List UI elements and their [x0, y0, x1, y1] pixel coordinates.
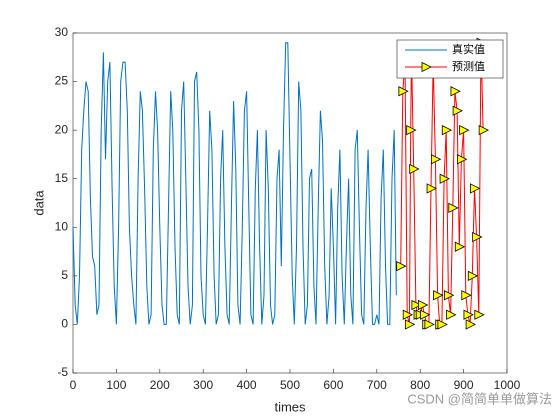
marker — [402, 309, 414, 320]
marker — [417, 299, 429, 311]
marker — [420, 309, 431, 320]
marker — [424, 319, 435, 330]
marker — [444, 290, 455, 301]
marker — [396, 260, 407, 272]
y-tick-label: 5 — [61, 268, 68, 282]
watermark: CSDN @简简单单做算法 — [407, 391, 552, 406]
marker — [470, 183, 481, 194]
marker — [474, 309, 485, 320]
marker — [439, 173, 450, 184]
marker — [441, 124, 453, 136]
x-tick-label: 1000 — [494, 378, 521, 392]
x-tick-label: 500 — [280, 378, 300, 392]
x-tick-label: 200 — [150, 378, 170, 392]
y-tick-label: 20 — [55, 122, 69, 136]
marker — [411, 299, 422, 311]
legend-label: 真实值 — [452, 42, 485, 56]
marker — [478, 124, 490, 136]
x-tick-label: 600 — [323, 378, 343, 392]
marker — [404, 319, 416, 330]
x-axis-label: times — [274, 399, 306, 414]
legend-marker — [421, 61, 432, 73]
marker — [446, 309, 457, 320]
series-line — [72, 42, 397, 325]
marker — [467, 270, 479, 282]
y-axis-label: data — [31, 190, 46, 216]
marker — [406, 124, 417, 136]
marker — [452, 105, 463, 116]
y-tick-label: 15 — [55, 171, 69, 185]
x-tick-label: 300 — [193, 378, 213, 392]
marker — [465, 319, 477, 330]
marker — [461, 290, 472, 301]
y-tick-label: 0 — [61, 317, 68, 331]
marker — [433, 290, 444, 301]
y-tick-label: 25 — [55, 74, 69, 88]
x-tick-label: 400 — [237, 378, 257, 392]
y-tick-label: 30 — [55, 25, 69, 39]
marker — [430, 154, 442, 165]
marker — [398, 86, 409, 97]
marker — [409, 163, 420, 175]
marker — [454, 241, 466, 252]
marker — [457, 154, 468, 165]
x-tick-label: 100 — [106, 378, 126, 392]
legend-label: 预测值 — [452, 60, 485, 73]
marker — [450, 86, 461, 97]
y-tick-label: 10 — [55, 219, 69, 233]
marker — [426, 183, 437, 194]
x-tick-label: 0 — [70, 378, 77, 392]
legend-box — [396, 39, 504, 79]
x-tick-label: 800 — [410, 378, 430, 392]
marker — [437, 319, 448, 330]
marker — [448, 202, 459, 214]
y-tick-label: -5 — [57, 365, 68, 379]
x-tick-label: 700 — [367, 378, 387, 392]
marker — [472, 231, 483, 243]
marker — [463, 309, 474, 320]
marker — [459, 124, 470, 136]
x-tick-label: 900 — [454, 378, 474, 392]
